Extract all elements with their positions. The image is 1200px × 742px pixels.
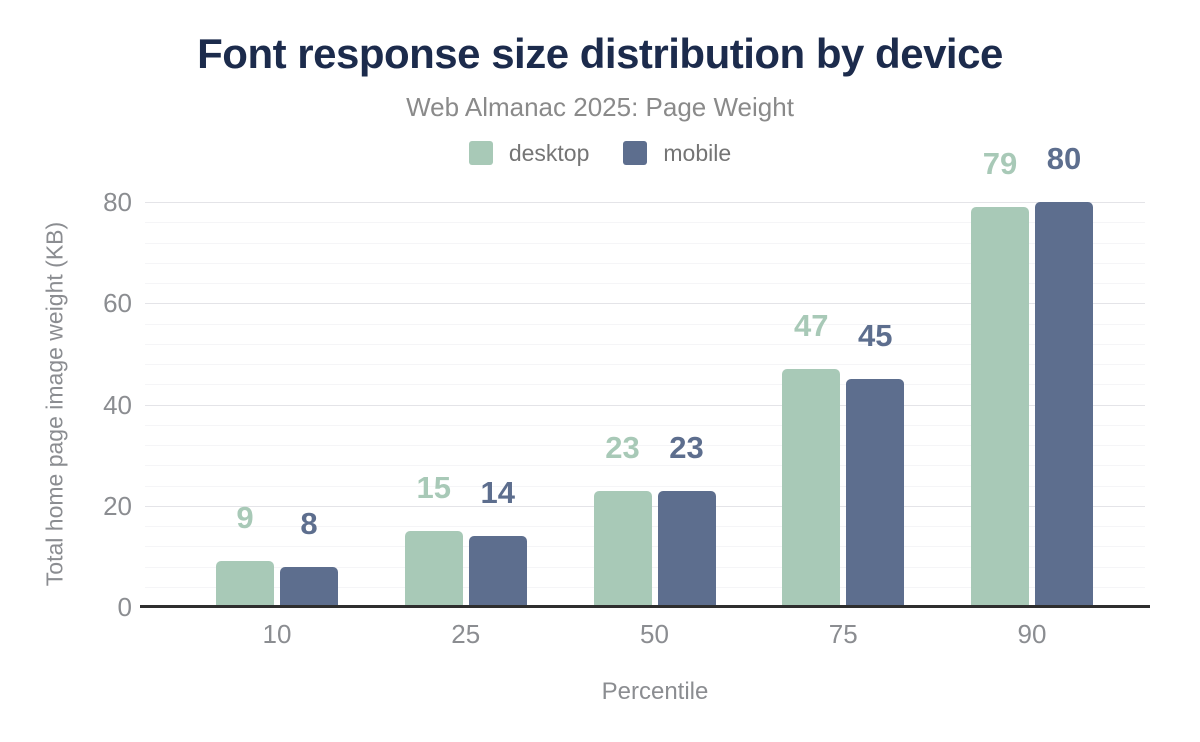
minor-gridline [145,384,1145,386]
minor-gridline [145,465,1145,467]
minor-gridline [145,424,1145,426]
legend-label-mobile: mobile [663,140,732,166]
minor-gridline [145,445,1145,446]
bar-mobile[interactable] [657,490,716,607]
y-tick-label: 20 [103,490,132,521]
bar-value-label-mobile: 14 [480,475,515,511]
minor-gridline [145,364,1145,365]
y-tick-label: 80 [103,187,132,217]
chart-subtitle: Web Almanac 2025: Page Weight [406,92,794,122]
y-tick-label: 60 [103,288,132,319]
x-tick-label: 90 [1017,619,1047,649]
bar-value-label-mobile: 8 [300,505,318,541]
bar-desktop[interactable] [216,561,274,607]
legend: desktop mobile [0,141,1200,165]
x-tick-label: 25 [451,619,481,649]
minor-gridline [145,262,1145,264]
major-gridline [145,303,1145,305]
minor-gridline [145,283,1145,284]
bar-mobile[interactable] [468,536,527,607]
minor-gridline [145,323,1145,325]
bar-mobile[interactable] [280,566,338,607]
major-gridline [145,404,1145,406]
bar-value-label-desktop: 15 [416,470,451,506]
y-tick-label: 0 [117,592,132,622]
x-tick-label: 75 [828,619,858,649]
bar-value-label-desktop: 9 [236,500,254,536]
x-axis-line [140,605,1150,608]
bar-desktop[interactable] [971,207,1029,607]
x-tick-label: 10 [262,619,292,649]
bar-value-label-mobile: 45 [858,318,893,354]
minor-gridline [145,222,1145,224]
mobile-swatch-icon [623,141,648,165]
x-tick-label: 50 [640,619,669,649]
bar-desktop[interactable] [593,490,652,607]
bar-value-label-desktop: 79 [982,146,1018,182]
legend-item-desktop[interactable]: desktop [468,140,590,166]
bar-mobile[interactable] [1035,202,1093,607]
bar-desktop[interactable] [404,531,463,607]
bar-value-label-mobile: 23 [669,429,704,465]
y-tick-label: 40 [103,389,132,420]
minor-gridline [145,343,1145,345]
bar-value-label-mobile: 80 [1046,141,1082,176]
legend-item-mobile[interactable]: mobile [623,141,731,165]
bar-value-label-desktop: 47 [794,308,829,344]
minor-gridline [145,485,1145,487]
minor-gridline [145,242,1145,244]
bar-value-label-desktop: 23 [605,429,640,465]
y-axis-title: Total home page image weight (KB) [41,221,68,587]
bar-desktop[interactable] [782,369,841,607]
desktop-swatch-icon [468,141,493,165]
major-gridline [145,202,1145,203]
legend-label-desktop: desktop [508,140,590,166]
x-axis-title: Percentile [601,678,709,705]
chart-title: Font response size distribution by devic… [197,30,1003,77]
bar-mobile[interactable] [846,379,905,607]
